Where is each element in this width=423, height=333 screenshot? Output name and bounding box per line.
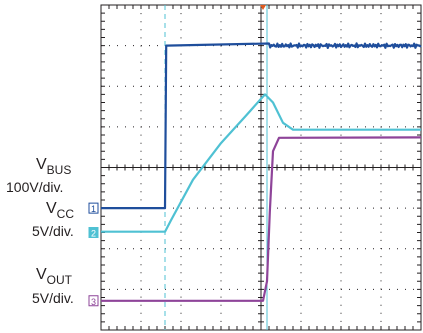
marker-ch1-label: 1	[91, 204, 96, 214]
marker-ch2	[88, 227, 99, 238]
graticule-grid	[101, 5, 421, 330]
trigger-position-marker	[260, 5, 266, 10]
ch3-label: VOUT	[36, 266, 73, 287]
channel-markers: 1 2 3	[88, 5, 266, 307]
trace-ch1	[101, 42, 422, 210]
ch2-scale: 5V/div.	[32, 223, 74, 239]
ch1-scale: 100V/div.	[6, 179, 63, 195]
ch2-label: VCC	[46, 200, 74, 221]
marker-ch3-label: 3	[91, 297, 96, 307]
marker-ch3	[88, 295, 99, 307]
trace-ch2	[101, 93, 421, 233]
marker-ch2-label: 2	[91, 229, 96, 239]
waveform-traces	[101, 42, 422, 302]
ch3-scale: 5V/div.	[32, 290, 74, 306]
ch1-label: VBUS	[36, 156, 71, 177]
marker-ch1	[88, 202, 99, 214]
trace-ch3	[101, 136, 422, 302]
